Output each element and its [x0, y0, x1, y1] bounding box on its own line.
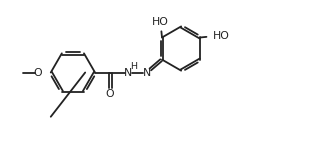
Text: HO: HO	[152, 17, 169, 27]
Text: N: N	[143, 68, 151, 77]
Text: N: N	[124, 68, 132, 77]
Text: O: O	[105, 89, 114, 99]
Text: O: O	[34, 68, 42, 77]
Text: HO: HO	[213, 31, 230, 41]
Text: H: H	[130, 62, 137, 71]
